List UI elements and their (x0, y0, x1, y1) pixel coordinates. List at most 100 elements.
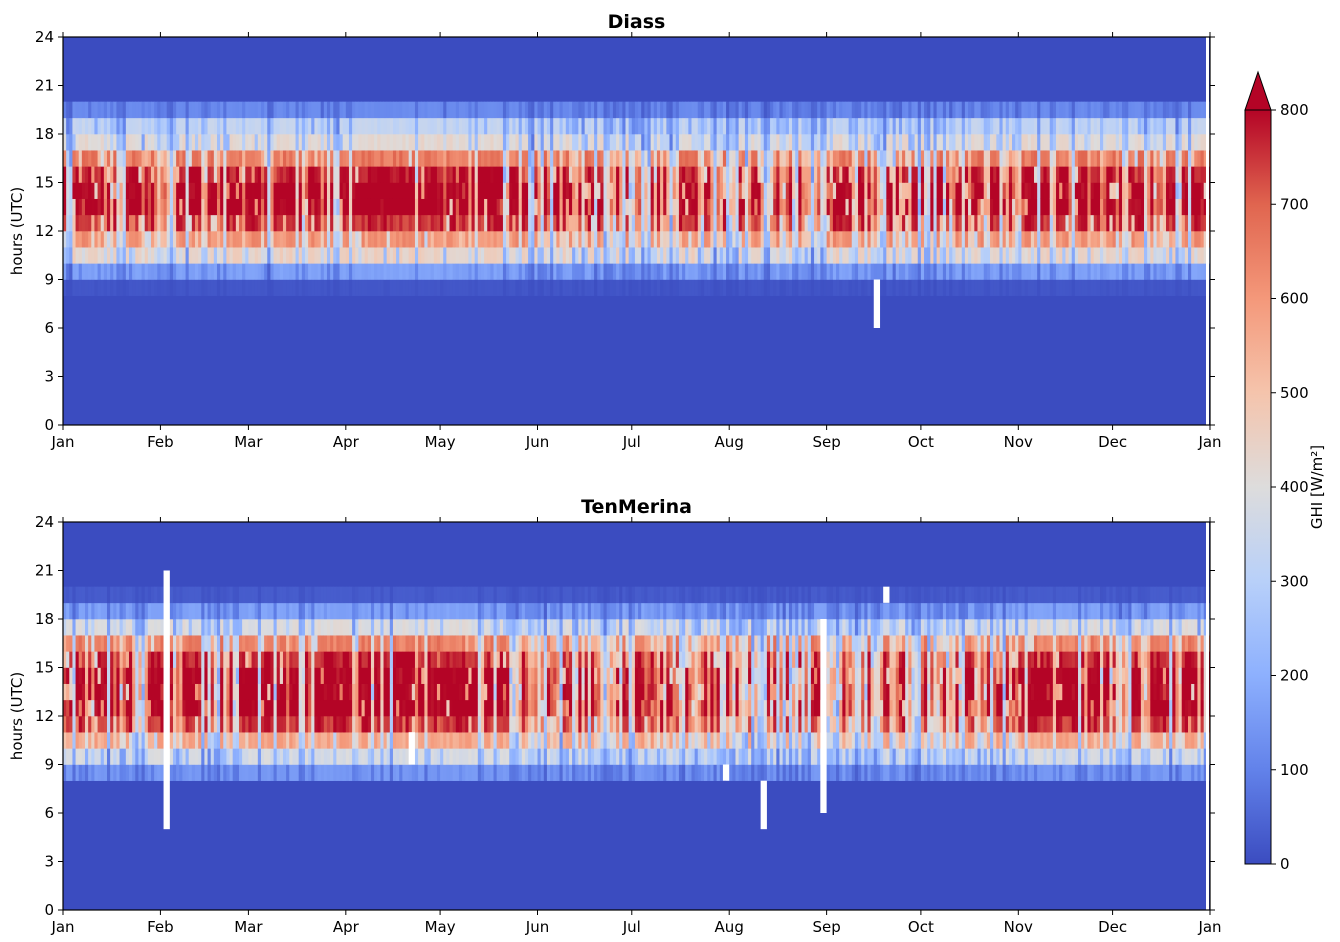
heatmap-cell (1018, 215, 1022, 231)
heatmap-cell (1147, 247, 1151, 263)
heatmap-cell (896, 231, 900, 247)
heatmap-cell (113, 684, 117, 700)
heatmap-cell (761, 183, 765, 199)
heatmap-cell (424, 199, 428, 215)
heatmap-cell (478, 215, 482, 231)
heatmap-cell (553, 150, 557, 166)
heatmap-cell (1160, 150, 1164, 166)
heatmap-cell (387, 183, 391, 199)
heatmap-cell (707, 280, 711, 296)
heatmap-cell (871, 199, 875, 215)
heatmap-cell (754, 231, 758, 247)
heatmap-cell (789, 263, 793, 279)
heatmap-cell (299, 166, 303, 182)
heatmap-cell (76, 716, 80, 732)
heatmap-cell (453, 280, 457, 296)
heatmap-cell (871, 215, 875, 231)
heatmap-cell (459, 118, 463, 134)
heatmap-cell (399, 263, 403, 279)
heatmap-cell (613, 183, 617, 199)
heatmap-cell (852, 215, 856, 231)
heatmap-cell (157, 716, 161, 732)
heatmap-cell (751, 215, 755, 231)
heatmap-cell (921, 166, 925, 182)
heatmap-cell (418, 199, 422, 215)
heatmap-cell (563, 247, 567, 263)
heatmap-cell (999, 247, 1003, 263)
heatmap-cell (311, 166, 315, 182)
heatmap-cell (211, 150, 215, 166)
heatmap-cell (189, 215, 193, 231)
heatmap-cell (230, 118, 234, 134)
heatmap-cell (1084, 150, 1088, 166)
heatmap-cell (1116, 280, 1120, 296)
heatmap-cell (1056, 199, 1060, 215)
heatmap-cell (151, 134, 155, 150)
heatmap-cell (135, 183, 139, 199)
heatmap-cell (701, 183, 705, 199)
heatmap-cell (547, 118, 551, 134)
heatmap-cell (182, 716, 186, 732)
heatmap-cell (242, 134, 246, 150)
heatmap-cell (198, 231, 202, 247)
heatmap-cell (981, 102, 985, 118)
heatmap-cell (946, 118, 950, 134)
heatmap-cell (1025, 215, 1029, 231)
heatmap-cell (952, 134, 956, 150)
heatmap-cell (927, 102, 931, 118)
heatmap-cell (459, 247, 463, 263)
heatmap-cell (261, 231, 265, 247)
heatmap-cell (959, 263, 963, 279)
heatmap-cell (1069, 183, 1073, 199)
heatmap-cell (1147, 118, 1151, 134)
heatmap-cell (431, 280, 435, 296)
heatmap-cell (641, 134, 645, 150)
heatmap-cell (399, 183, 403, 199)
heatmap-cell (154, 199, 158, 215)
heatmap-cell (974, 199, 978, 215)
heatmap-cell (1166, 118, 1170, 134)
heatmap-cell (462, 118, 466, 134)
heatmap-cell (239, 166, 243, 182)
heatmap-cell (717, 102, 721, 118)
heatmap-cell (525, 280, 529, 296)
heatmap-cell (204, 263, 208, 279)
heatmap-cell (258, 183, 262, 199)
heatmap-cell (720, 150, 724, 166)
heatmap-cell (170, 587, 174, 603)
heatmap-cell (984, 199, 988, 215)
heatmap-cell (644, 215, 648, 231)
heatmap-cell (481, 231, 485, 247)
heatmap-cell (98, 748, 102, 764)
heatmap-cell (597, 280, 601, 296)
heatmap-cell (179, 150, 183, 166)
heatmap-cell (801, 118, 805, 134)
heatmap-cell (588, 150, 592, 166)
heatmap-cell (226, 199, 230, 215)
heatmap-cell (330, 247, 334, 263)
heatmap-cell (195, 651, 199, 667)
heatmap-cell (66, 215, 70, 231)
heatmap-cell (390, 199, 394, 215)
heatmap-cell (182, 118, 186, 134)
heatmap-cell (550, 215, 554, 231)
heatmap-cell (698, 247, 702, 263)
heatmap-cell (534, 199, 538, 215)
heatmap-cell (308, 231, 312, 247)
heatmap-cell (632, 231, 636, 247)
heatmap-cell (852, 247, 856, 263)
heatmap-cell (428, 150, 432, 166)
heatmap-cell (230, 263, 234, 279)
heatmap-cell (666, 231, 670, 247)
heatmap-cell (877, 102, 881, 118)
heatmap-cell (160, 134, 164, 150)
heatmap-cell (468, 199, 472, 215)
heatmap-cell (255, 280, 259, 296)
heatmap-cell (943, 102, 947, 118)
heatmap-cell (91, 732, 95, 748)
heatmap-cell (723, 102, 727, 118)
heatmap-cell (1197, 183, 1201, 199)
heatmap-cell (710, 134, 714, 150)
heatmap-cell (66, 118, 70, 134)
heatmap-cell (1197, 150, 1201, 166)
